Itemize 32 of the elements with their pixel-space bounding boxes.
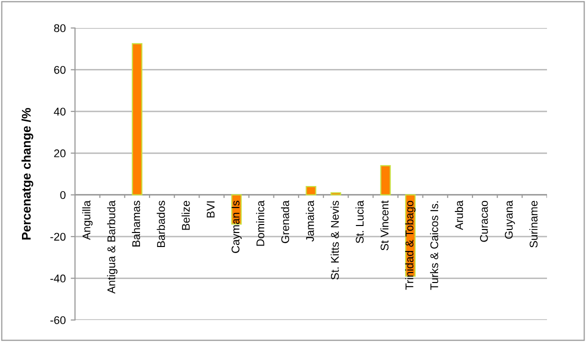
x-tick-label: Cayman Is — [232, 200, 242, 253]
x-tick-label: St. Kitts & Nevis — [330, 200, 339, 280]
x-tick-label: Aruba — [454, 200, 464, 230]
bar — [380, 165, 391, 196]
y-tick-label: 0 — [60, 191, 66, 199]
x-tick-label: Trinidad & Tobago — [405, 200, 416, 290]
x-tick-label: Belize — [182, 200, 190, 230]
y-tick-label: -60 — [50, 316, 66, 324]
x-tick-label: Anguilla — [82, 200, 93, 240]
x-tick-label: St Vincent — [380, 200, 389, 250]
y-tick-label: 20 — [54, 149, 66, 158]
bar — [132, 43, 142, 196]
x-tick-label: Dominica — [256, 200, 264, 246]
bar — [306, 186, 316, 196]
x-tick-label: Suriname — [529, 200, 538, 248]
x-tick-label: Turks & Caicos Is. — [430, 201, 438, 290]
y-tick-label: -20 — [50, 232, 66, 241]
x-tick-label: Jamaica — [306, 200, 314, 242]
x-tick-label: Grenada — [280, 200, 290, 244]
y-tick-label: -40 — [50, 274, 66, 282]
x-tick-label: Curacao — [480, 200, 488, 242]
y-axis-title: Percenatge change /% — [22, 108, 34, 240]
y-tick-label: 40 — [54, 108, 66, 116]
y-tick-label: 80 — [54, 24, 66, 32]
x-tick-label: Guyana — [504, 200, 515, 239]
x-tick-label: Barbados — [156, 200, 165, 248]
y-tick-label: 60 — [54, 66, 66, 74]
x-tick-label: St. Lucia — [356, 200, 364, 244]
x-tick-label: BVI — [206, 201, 215, 218]
bar — [330, 192, 342, 196]
x-tick-label: Bahamas — [132, 200, 140, 246]
x-tick-label: Antigua & Barbuda — [107, 200, 118, 294]
